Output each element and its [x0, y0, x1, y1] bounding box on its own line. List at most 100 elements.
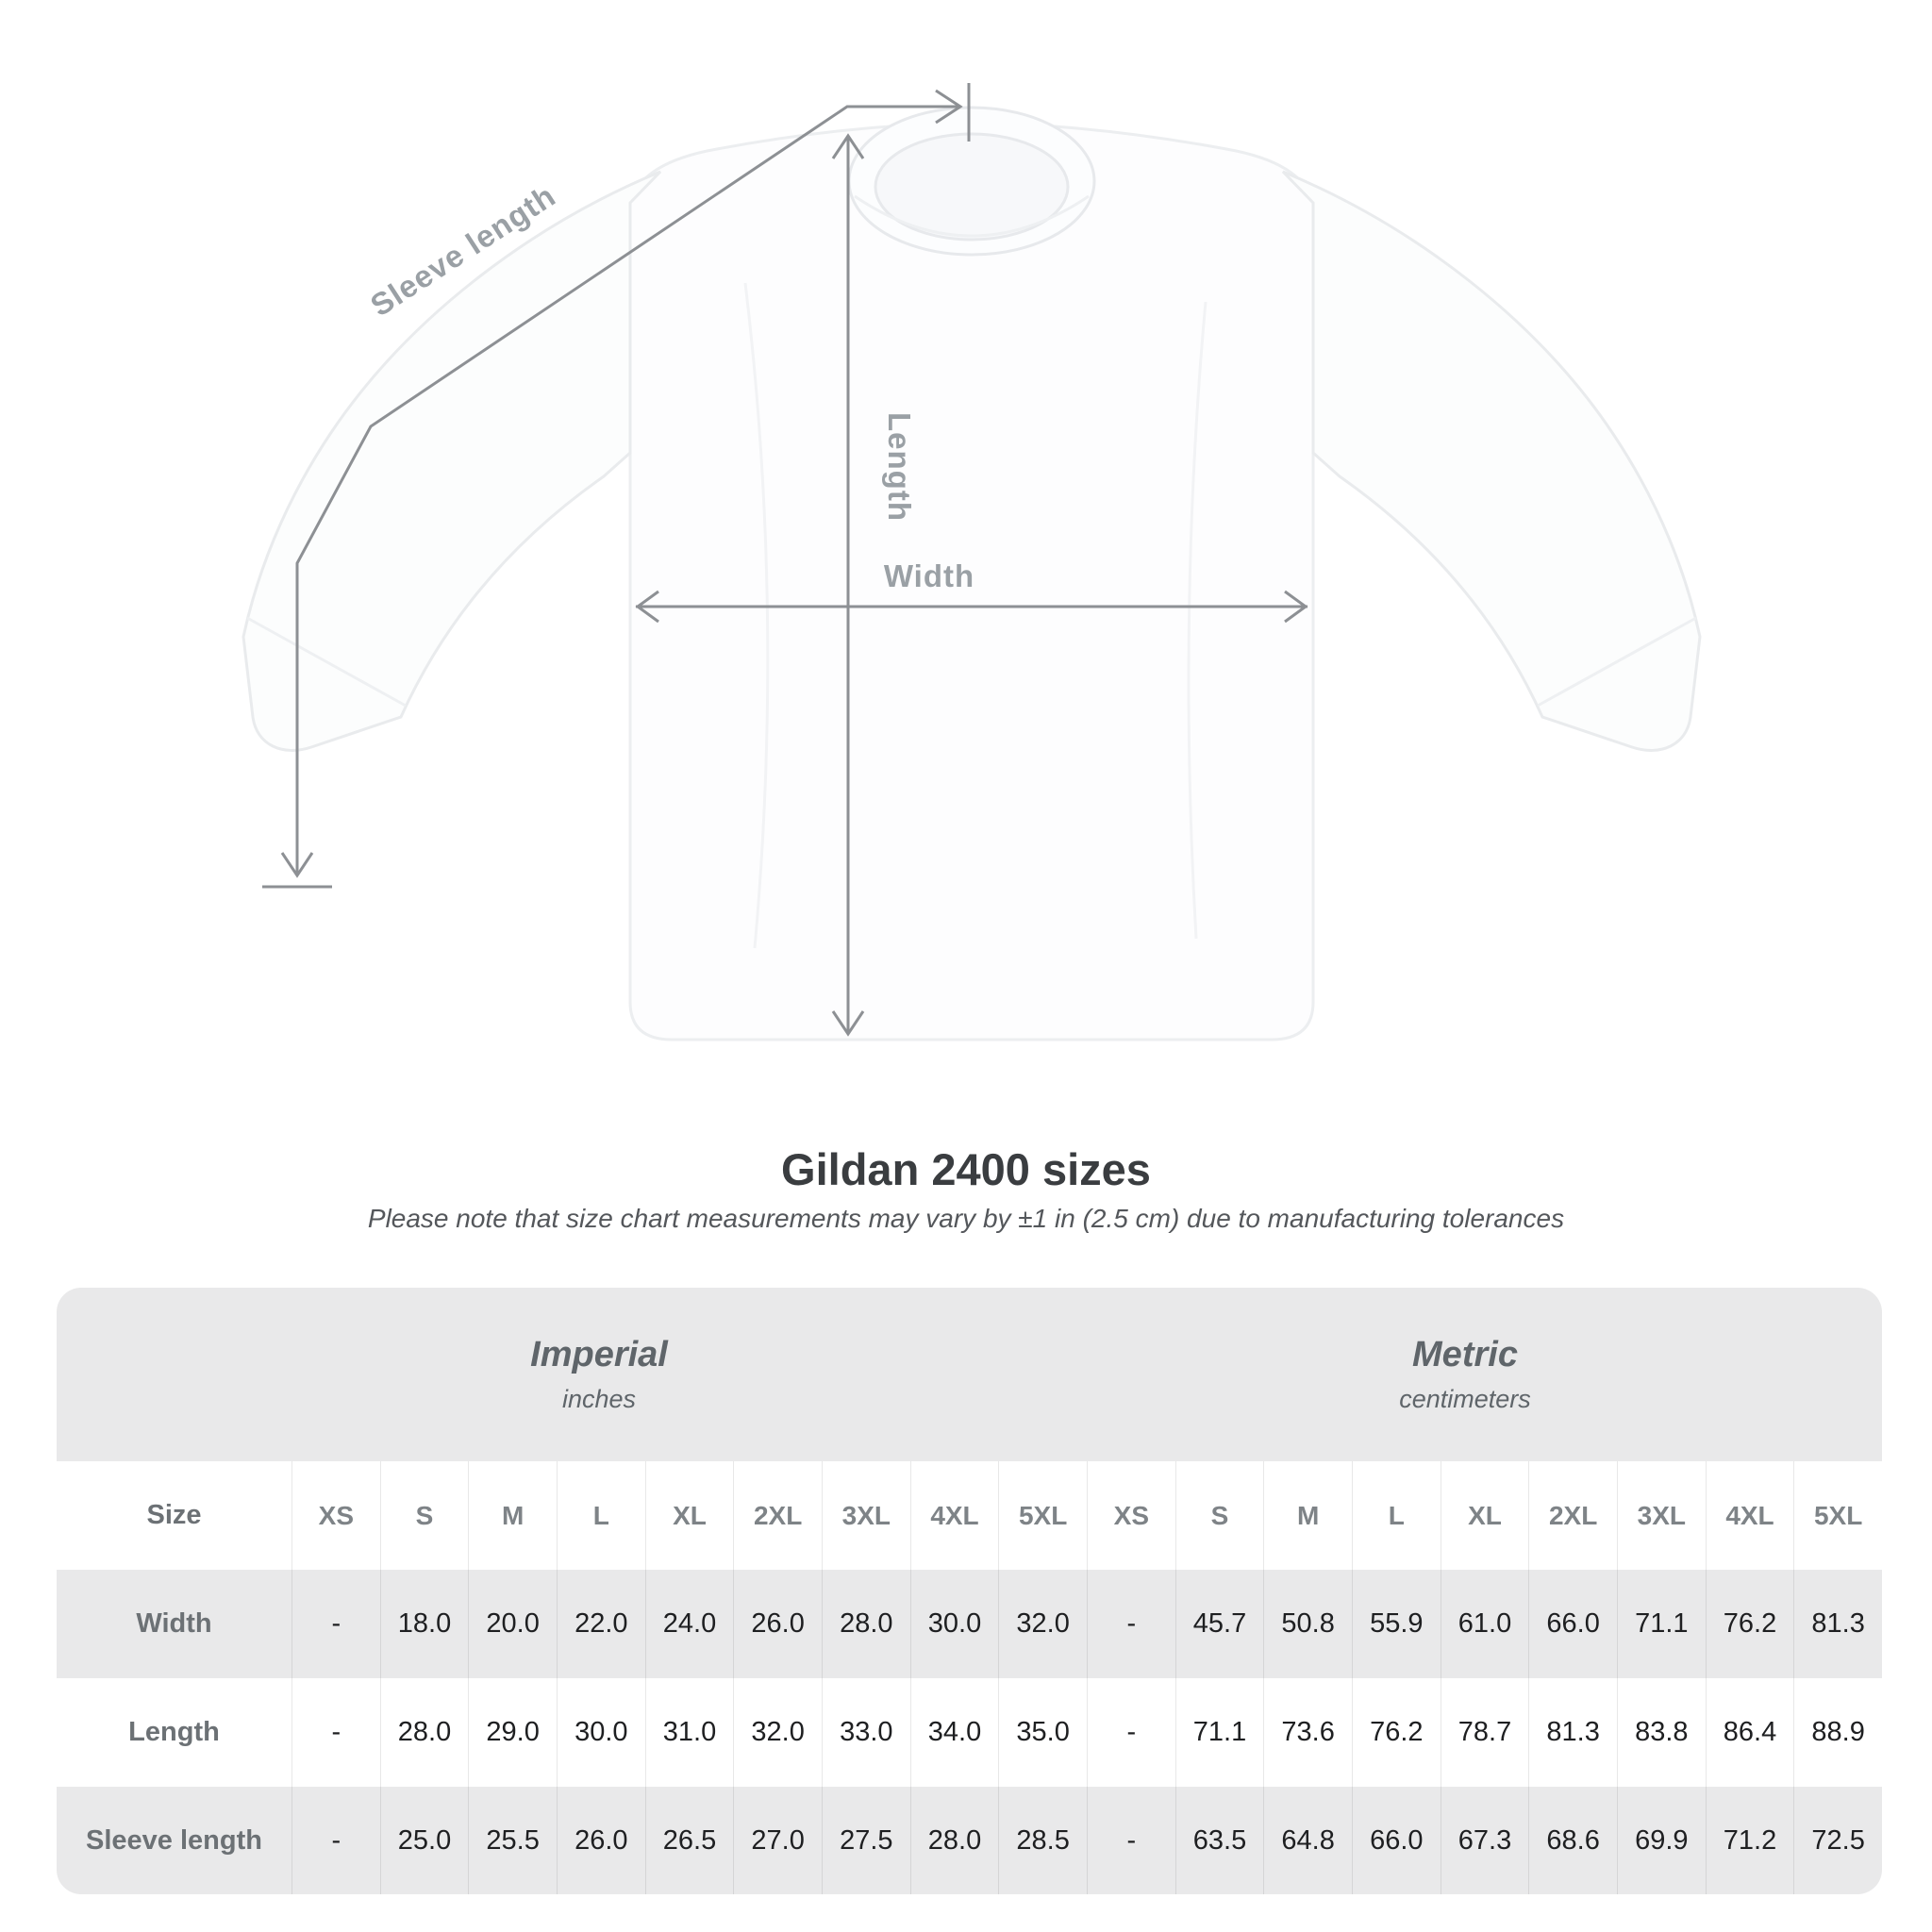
- imperial-size-header-xl: XL: [644, 1461, 734, 1570]
- imperial-value-cell: 26.5: [644, 1787, 734, 1894]
- imperial-size-header-2xl: 2XL: [733, 1461, 822, 1570]
- metric-value-cell: 63.5: [1174, 1787, 1264, 1894]
- imperial-value-cell: 25.5: [468, 1787, 557, 1894]
- metric-value-cell: 64.8: [1263, 1787, 1352, 1894]
- metric-size-header-3xl: 3XL: [1616, 1461, 1706, 1570]
- metric-value-cell: 81.3: [1528, 1678, 1617, 1787]
- imperial-label: Imperial: [530, 1335, 668, 1374]
- imperial-value-cell: 29.0: [468, 1678, 557, 1787]
- imperial-value-cell: 28.5: [998, 1787, 1087, 1894]
- length-arrow-down: [831, 1010, 865, 1037]
- length-arrow-up: [831, 133, 865, 159]
- metric-value-cell: 73.6: [1263, 1678, 1352, 1787]
- shirt-diagram-svg: Sleeve length Length Width: [242, 83, 1702, 1041]
- metric-value-cell: 81.3: [1793, 1570, 1882, 1678]
- imperial-size-header-3xl: 3XL: [821, 1461, 910, 1570]
- page-title: Gildan 2400 sizes: [781, 1144, 1151, 1194]
- length-label: Length: [882, 412, 917, 522]
- measurement-row-label: Width: [136, 1608, 212, 1639]
- imperial-value-cell: 30.0: [556, 1678, 645, 1787]
- shirt-body: [628, 121, 1315, 1041]
- sleeve-length-arrow-down: [280, 852, 314, 878]
- metric-value-cell: -: [1086, 1787, 1175, 1894]
- table-body: Width -18.0 20.0 22.0 24.0 26.0 28.0 30.0 32.0-4…: [57, 1570, 1882, 1894]
- sleeve-length-measure-line: [295, 105, 958, 874]
- metric-value-cell: 71.1: [1616, 1570, 1706, 1678]
- imperial-unit: inches: [561, 1385, 637, 1413]
- left-sleeve: [242, 170, 662, 752]
- shirt-measurement-diagram: Sleeve length Length Width: [242, 83, 1702, 1041]
- metric-section-header: Metric centimeters: [1399, 1288, 1531, 1461]
- imperial-size-header-m: M: [468, 1461, 557, 1570]
- metric-size-header-xl: XL: [1440, 1461, 1529, 1570]
- imperial-value-cell: 32.0: [733, 1678, 822, 1787]
- metric-label: Metric: [1412, 1335, 1518, 1374]
- width-arrow-left: [635, 590, 659, 624]
- metric-value-cell: 61.0: [1440, 1570, 1529, 1678]
- metric-value-cell: 71.2: [1705, 1787, 1794, 1894]
- left-cuff-seam: [246, 616, 407, 708]
- metric-value-cell: 71.1: [1174, 1678, 1264, 1787]
- width-label: Width: [884, 558, 974, 593]
- metric-size-header-5xl: 5XL: [1793, 1461, 1882, 1570]
- metric-size-header-l: L: [1351, 1461, 1441, 1570]
- imperial-value-cell: 18.0: [379, 1570, 469, 1678]
- imperial-value-cell: 28.0: [821, 1570, 910, 1678]
- size-table-card: Imperial inches Metric centimeters Size X…: [57, 1288, 1882, 1894]
- imperial-value-cell: 25.0: [379, 1787, 469, 1894]
- imperial-value-cell: -: [291, 1787, 380, 1894]
- imperial-value-cell: 24.0: [644, 1570, 734, 1678]
- measurement-row-label: Length: [128, 1717, 220, 1747]
- imperial-value-cell: 28.0: [379, 1678, 469, 1787]
- size-column-header: Size: [146, 1500, 202, 1530]
- metric-value-cell: 45.7: [1174, 1570, 1264, 1678]
- imperial-value-cell: 32.0: [998, 1570, 1087, 1678]
- imperial-value-cell: 27.0: [733, 1787, 822, 1894]
- imperial-value-cell: 28.0: [909, 1787, 999, 1894]
- metric-value-cell: 66.0: [1528, 1570, 1617, 1678]
- metric-value-cell: 76.2: [1705, 1570, 1794, 1678]
- tolerance-note: Please note that size chart measurements…: [367, 1204, 1565, 1233]
- imperial-value-cell: 22.0: [556, 1570, 645, 1678]
- imperial-value-cell: 33.0: [821, 1678, 910, 1787]
- metric-value-cell: 83.8: [1616, 1678, 1706, 1787]
- imperial-value-cell: 20.0: [468, 1570, 557, 1678]
- table-row: Length -28.0 29.0 30.0 31.0 32.0 33.0 34.0 35.0-…: [57, 1678, 1882, 1787]
- measurement-row-label: Sleeve length: [86, 1824, 262, 1856]
- fold-line-right: [1187, 301, 1208, 940]
- metric-value-cell: 88.9: [1793, 1678, 1882, 1787]
- metric-value-cell: 76.2: [1351, 1678, 1441, 1787]
- imperial-section-header: Imperial inches: [530, 1288, 668, 1461]
- metric-value-cell: 86.4: [1705, 1678, 1794, 1787]
- imperial-value-cell: 26.0: [733, 1570, 822, 1678]
- imperial-value-cell: 30.0: [909, 1570, 999, 1678]
- unit-header-band: Imperial inches Metric centimeters: [57, 1288, 1882, 1461]
- imperial-value-cell: 26.0: [556, 1787, 645, 1894]
- right-sleeve: [1281, 170, 1702, 752]
- metric-size-header-xs: XS: [1086, 1461, 1175, 1570]
- metric-size-header-s: S: [1174, 1461, 1264, 1570]
- table-row: Width -18.0 20.0 22.0 24.0 26.0 28.0 30.0 32.0-4…: [57, 1570, 1882, 1678]
- right-cuff-seam: [1537, 616, 1697, 708]
- metric-unit: centimeters: [1399, 1385, 1531, 1413]
- imperial-size-header-s: S: [379, 1461, 469, 1570]
- metric-value-cell: 55.9: [1351, 1570, 1441, 1678]
- imperial-size-header-4xl: 4XL: [909, 1461, 999, 1570]
- metric-value-cell: 50.8: [1263, 1570, 1352, 1678]
- metric-value-cell: 69.9: [1616, 1787, 1706, 1894]
- imperial-value-cell: -: [291, 1570, 380, 1678]
- imperial-value-cell: 27.5: [821, 1787, 910, 1894]
- imperial-value-cell: 31.0: [644, 1678, 734, 1787]
- fold-line-left: [743, 282, 770, 949]
- metric-value-cell: 72.5: [1793, 1787, 1882, 1894]
- width-arrow-right: [1284, 590, 1308, 624]
- sleeve-length-arrow-right: [935, 89, 963, 125]
- table-row: Sleeve length -25.0 25.5 26.0 26.5 27.0 27.5 28…: [57, 1787, 1882, 1894]
- metric-value-cell: 67.3: [1440, 1787, 1529, 1894]
- imperial-size-header-5xl: 5XL: [998, 1461, 1087, 1570]
- collar-rib: [854, 194, 1090, 238]
- imperial-value-cell: -: [291, 1678, 380, 1787]
- metric-value-cell: -: [1086, 1678, 1175, 1787]
- metric-size-header-m: M: [1263, 1461, 1352, 1570]
